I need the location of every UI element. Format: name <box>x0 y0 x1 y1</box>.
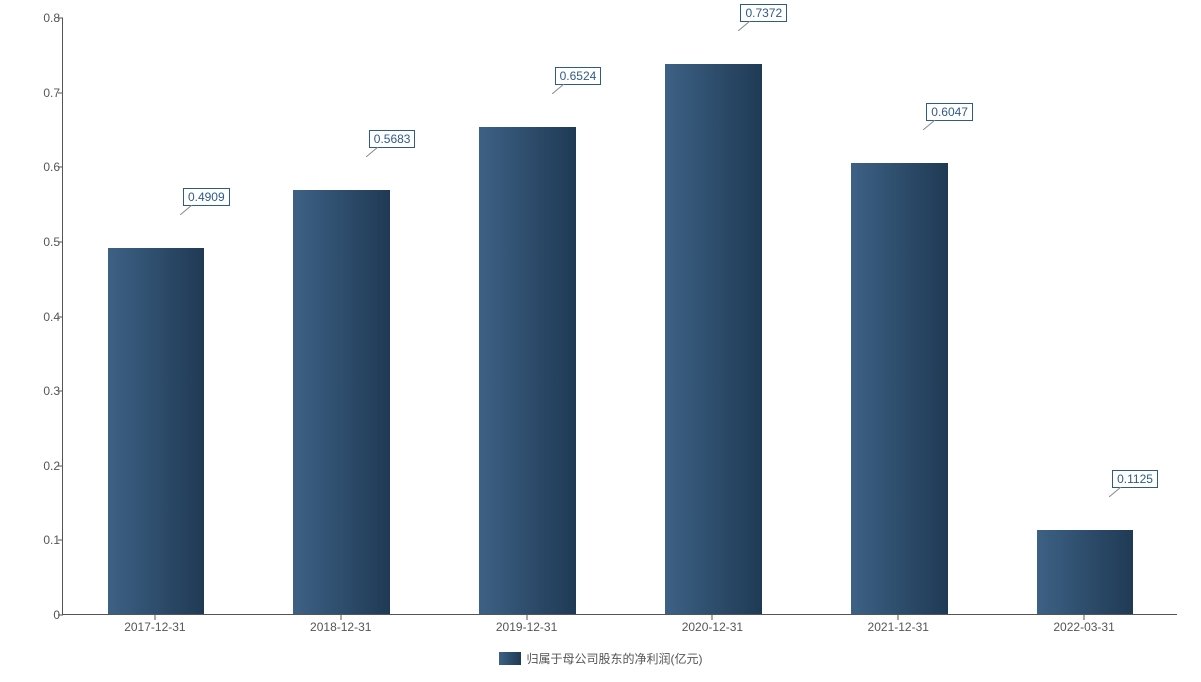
bar <box>851 163 948 614</box>
bar <box>1037 530 1134 614</box>
y-tick-label: 0.6 <box>10 160 60 174</box>
x-tick-mark <box>712 615 713 620</box>
x-tick-mark <box>1084 615 1085 620</box>
value-label: 0.5683 <box>369 130 416 148</box>
y-tick-label: 0.1 <box>10 533 60 547</box>
value-label: 0.6524 <box>555 67 602 85</box>
x-tick-label: 2020-12-31 <box>682 620 743 634</box>
x-tick-label: 2017-12-31 <box>124 620 185 634</box>
bar-chart: 00.10.20.30.40.50.60.70.8 0.49090.56830.… <box>10 10 1191 672</box>
value-label-wrap: 0.7372 <box>665 4 762 34</box>
value-label: 0.1125 <box>1112 470 1158 488</box>
bar <box>108 248 205 614</box>
value-label-wrap: 0.4909 <box>108 188 205 218</box>
y-tick-label: 0.5 <box>10 235 60 249</box>
value-label: 0.6047 <box>926 103 973 121</box>
value-label-wrap: 0.1125 <box>1037 470 1134 500</box>
x-tick-label: 2019-12-31 <box>496 620 557 634</box>
leader-line <box>738 21 758 31</box>
x-tick-mark <box>898 615 899 620</box>
legend-label: 归属于母公司股东的净利润(亿元) <box>527 650 703 667</box>
value-label: 0.7372 <box>740 4 787 22</box>
x-tick-label: 2018-12-31 <box>310 620 371 634</box>
y-tick-label: 0 <box>10 608 60 622</box>
bar <box>479 127 576 614</box>
leader-line <box>923 120 943 130</box>
leader-line <box>366 147 386 157</box>
y-tick-label: 0.2 <box>10 459 60 473</box>
leader-line <box>1109 487 1129 497</box>
x-tick-mark <box>340 615 341 620</box>
bar <box>665 64 762 614</box>
y-tick-label: 0.4 <box>10 310 60 324</box>
plot-area: 0.49090.56830.65240.73720.60470.1125 <box>62 18 1177 615</box>
value-label-wrap: 0.6524 <box>479 67 576 97</box>
x-tick-label: 2022-03-31 <box>1053 620 1114 634</box>
legend: 归属于母公司股东的净利润(亿元) <box>499 650 703 667</box>
x-tick-label: 2021-12-31 <box>868 620 929 634</box>
leader-line <box>552 84 572 94</box>
value-label-wrap: 0.5683 <box>293 130 390 160</box>
x-tick-mark <box>526 615 527 620</box>
y-tick-label: 0.8 <box>10 11 60 25</box>
value-label: 0.4909 <box>183 188 230 206</box>
y-tick-label: 0.7 <box>10 86 60 100</box>
x-tick-mark <box>154 615 155 620</box>
y-tick-label: 0.3 <box>10 384 60 398</box>
legend-swatch <box>499 652 521 665</box>
bar <box>293 190 390 614</box>
leader-line <box>180 205 200 215</box>
value-label-wrap: 0.6047 <box>851 103 948 133</box>
